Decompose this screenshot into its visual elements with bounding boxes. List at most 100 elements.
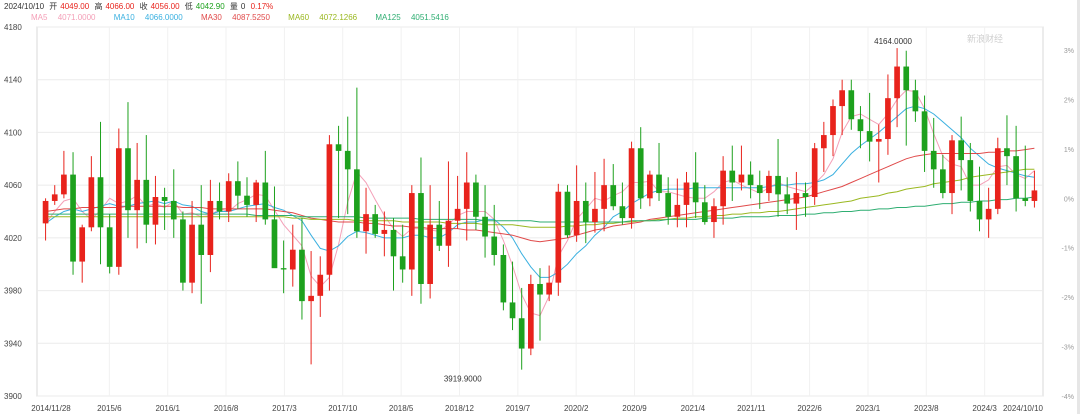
info-date: 2024/10/10 <box>4 2 45 11</box>
candle-body <box>720 170 726 207</box>
candle-body <box>180 219 186 283</box>
candle <box>830 99 836 157</box>
candle-body <box>885 98 891 140</box>
x-tick-label: 2017/10 <box>328 404 357 413</box>
right-tick-label: 3% <box>1064 48 1074 55</box>
candle-body <box>289 249 296 270</box>
candle <box>134 142 140 249</box>
candle <box>326 135 333 291</box>
info-low: 4042.90 <box>195 2 225 11</box>
candle-body <box>482 216 488 237</box>
ma60-label: MA60 <box>288 13 310 22</box>
candle-body <box>756 185 763 194</box>
candle <box>610 164 617 211</box>
candle-body <box>143 179 150 225</box>
candle-body <box>79 227 86 262</box>
candle <box>784 177 791 215</box>
candle-body <box>500 254 507 303</box>
candle <box>738 145 745 191</box>
candle <box>207 179 214 273</box>
ma60-line <box>45 168 1035 228</box>
info-vol-label: 量 <box>229 2 238 11</box>
candle-body <box>766 175 772 194</box>
candle-body <box>921 111 928 151</box>
candle-body <box>280 268 287 270</box>
candle-body <box>701 202 708 223</box>
candle <box>720 156 726 225</box>
candle <box>500 244 507 311</box>
candle <box>317 256 324 317</box>
candle <box>656 142 662 201</box>
candle-body <box>408 193 415 270</box>
ma30-label: MA30 <box>200 13 222 22</box>
candle <box>729 145 736 201</box>
ma125-line <box>45 196 1035 223</box>
candle-body <box>235 181 241 196</box>
candle-body <box>299 249 305 302</box>
scrollbar[interactable] <box>1077 0 1080 414</box>
info-open: 4049.00 <box>60 2 90 11</box>
candle-body <box>390 229 397 257</box>
candle <box>418 157 424 304</box>
y-tick-label: 3980 <box>4 287 22 296</box>
ma10-label: MA10 <box>113 13 135 22</box>
info-close: 4056.00 <box>150 2 180 11</box>
candle <box>555 183 562 296</box>
candle <box>839 79 845 136</box>
candle <box>216 182 223 220</box>
candle <box>262 150 269 225</box>
candle <box>866 92 873 162</box>
candle <box>573 165 580 242</box>
candle-body <box>665 193 672 217</box>
candle <box>408 185 415 296</box>
candle <box>793 171 800 230</box>
candle-body <box>244 195 250 205</box>
candle <box>848 79 855 130</box>
candle-body <box>866 131 873 142</box>
right-tick-label: 0% <box>1064 196 1074 203</box>
ma-legend: MA5 4071.0000 MA10 4066.0000 MA30 4087.5… <box>31 13 465 22</box>
candle <box>619 182 626 225</box>
candle <box>820 121 827 172</box>
candle-body <box>271 219 278 269</box>
candle <box>372 204 379 238</box>
low-annotation: 3919.9000 <box>444 375 482 384</box>
candle <box>775 139 781 217</box>
candle-body <box>592 208 598 223</box>
candle-body <box>436 224 443 246</box>
info-open-label: 开 <box>49 2 58 11</box>
candle-body <box>601 185 607 209</box>
ma60-value: 4072.1266 <box>319 13 358 22</box>
candle <box>308 251 314 365</box>
candle <box>198 185 205 304</box>
candle-body <box>692 182 699 203</box>
x-tick-label: 2022/6 <box>797 404 822 413</box>
ma30-legend: MA30 4087.5250 <box>201 13 278 22</box>
candle-body <box>170 200 177 220</box>
watermark: 新浪财经 <box>967 33 1003 44</box>
candle <box>692 152 699 219</box>
candle <box>253 179 260 223</box>
candle-body <box>802 193 809 198</box>
candle <box>299 218 305 320</box>
candle <box>875 124 882 183</box>
candle <box>335 125 342 219</box>
y-axis-labels: 4180 4140 4100 4060 4020 3980 3940 3900 <box>4 23 22 401</box>
candle-body <box>381 229 388 234</box>
candle-body <box>546 282 552 295</box>
candle <box>756 170 763 209</box>
info-high-label: 高 <box>94 2 103 11</box>
candle-body <box>674 204 681 217</box>
candle-body <box>1013 156 1019 199</box>
candle <box>628 141 635 229</box>
candles <box>42 48 1038 370</box>
ma10-legend: MA10 4066.0000 <box>114 13 191 22</box>
candle <box>674 178 681 228</box>
candle <box>271 186 278 269</box>
candle <box>1013 125 1019 212</box>
candle <box>582 182 589 244</box>
candle-body <box>189 224 195 283</box>
candle-body <box>528 283 534 349</box>
